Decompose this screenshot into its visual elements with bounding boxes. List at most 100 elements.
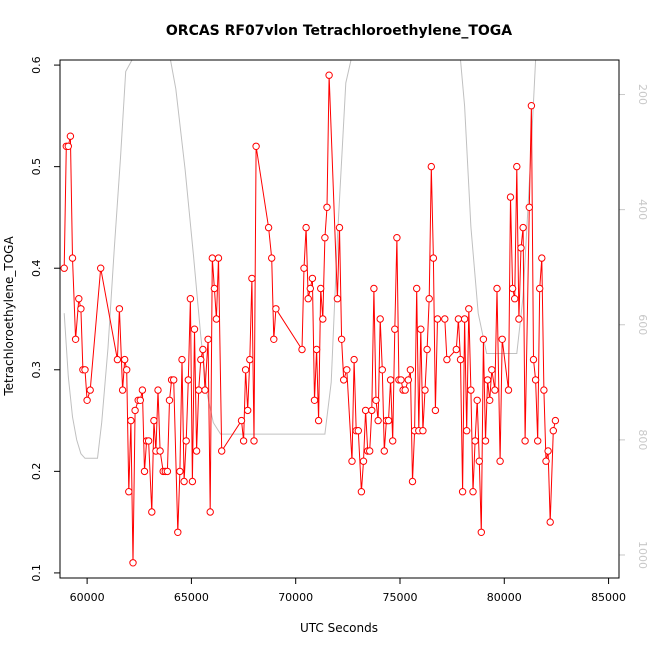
y-tick-label: 0.6 — [30, 56, 43, 74]
data-point — [113, 355, 122, 364]
data-point — [86, 386, 94, 394]
data-point — [163, 467, 172, 476]
data-point — [406, 366, 415, 374]
data-point — [241, 366, 250, 374]
data-point — [317, 284, 325, 293]
data-point — [496, 457, 504, 465]
data-point — [264, 223, 273, 232]
series-layer — [60, 71, 560, 567]
y-tick-label: 0.1 — [30, 564, 43, 582]
data-point — [323, 203, 331, 212]
data-point — [384, 416, 393, 425]
data-point — [544, 447, 552, 455]
data-point — [314, 416, 323, 425]
data-point — [456, 355, 465, 364]
plot-frame — [59, 59, 620, 579]
x-tick-label: 85000 — [591, 591, 626, 604]
data-point — [506, 193, 515, 201]
data-point — [335, 223, 344, 232]
data-point — [419, 427, 427, 435]
data-point — [154, 386, 162, 394]
data-point — [454, 315, 463, 323]
data-point — [186, 295, 195, 303]
data-point — [465, 305, 473, 313]
data-point — [268, 254, 276, 262]
data-point — [237, 416, 246, 425]
x-axis: 60000 65000 70000 75000 80000 85000 — [70, 577, 626, 604]
data-point — [343, 366, 351, 374]
data-point — [417, 325, 425, 333]
data-point — [423, 345, 431, 354]
data-point — [300, 264, 308, 272]
data-point — [477, 528, 485, 536]
data-point — [491, 386, 499, 394]
data-point — [270, 335, 278, 343]
right-tick-label: 600 — [636, 314, 649, 335]
data-point — [312, 345, 321, 354]
data-point — [521, 437, 529, 445]
data-point — [308, 274, 317, 283]
data-point — [357, 488, 366, 496]
data-point — [467, 386, 475, 394]
data-point — [393, 234, 401, 242]
data-point — [529, 355, 538, 364]
data-point — [150, 416, 158, 425]
data-point — [178, 355, 186, 364]
data-point — [144, 437, 153, 445]
data-point — [458, 488, 467, 496]
data-point — [156, 447, 164, 455]
data-point — [184, 376, 193, 384]
data-point — [170, 376, 178, 384]
data-point — [488, 366, 496, 374]
data-point — [542, 457, 550, 465]
x-tick-label: 75000 — [382, 591, 417, 604]
data-point — [413, 284, 421, 293]
y-tick-label: 0.2 — [30, 463, 43, 481]
data-point — [138, 386, 147, 394]
data-point — [306, 284, 314, 293]
data-point — [83, 396, 91, 404]
data-point — [60, 264, 68, 272]
data-point — [148, 508, 156, 516]
data-point — [425, 295, 433, 303]
data-point — [204, 335, 212, 343]
secondary-line-layer — [63, 60, 537, 459]
data-point — [551, 416, 560, 425]
data-point — [427, 162, 435, 171]
data-point — [68, 254, 77, 262]
data-point — [206, 508, 214, 516]
data-point — [540, 386, 548, 394]
data-point — [350, 355, 358, 364]
data-point — [190, 325, 199, 333]
data-point — [372, 396, 380, 404]
data-point — [310, 396, 319, 404]
data-point — [81, 366, 89, 374]
data-point — [97, 264, 105, 272]
data-point — [508, 284, 517, 293]
right-tick-label: 400 — [636, 199, 649, 220]
data-point — [463, 427, 471, 435]
data-point — [250, 437, 258, 445]
data-point — [319, 315, 327, 323]
data-point — [321, 234, 329, 242]
chart-title: ORCAS RF07vlon Tetrachloroethylene_TOGA — [166, 23, 512, 39]
data-point — [214, 254, 223, 262]
data-point — [498, 335, 506, 343]
data-point — [180, 477, 188, 486]
data-point — [389, 437, 397, 445]
data-point — [197, 355, 205, 364]
data-point — [549, 427, 557, 435]
data-point — [397, 376, 405, 384]
data-point — [517, 244, 525, 252]
data-point — [404, 376, 412, 384]
data-point — [511, 295, 519, 303]
right-tick-label: 800 — [636, 429, 649, 450]
data-point — [441, 315, 449, 323]
data-point — [340, 376, 348, 384]
data-point — [136, 396, 145, 404]
data-point — [386, 376, 395, 384]
data-point — [174, 528, 182, 536]
data-point — [195, 386, 203, 394]
data-point — [208, 254, 217, 262]
